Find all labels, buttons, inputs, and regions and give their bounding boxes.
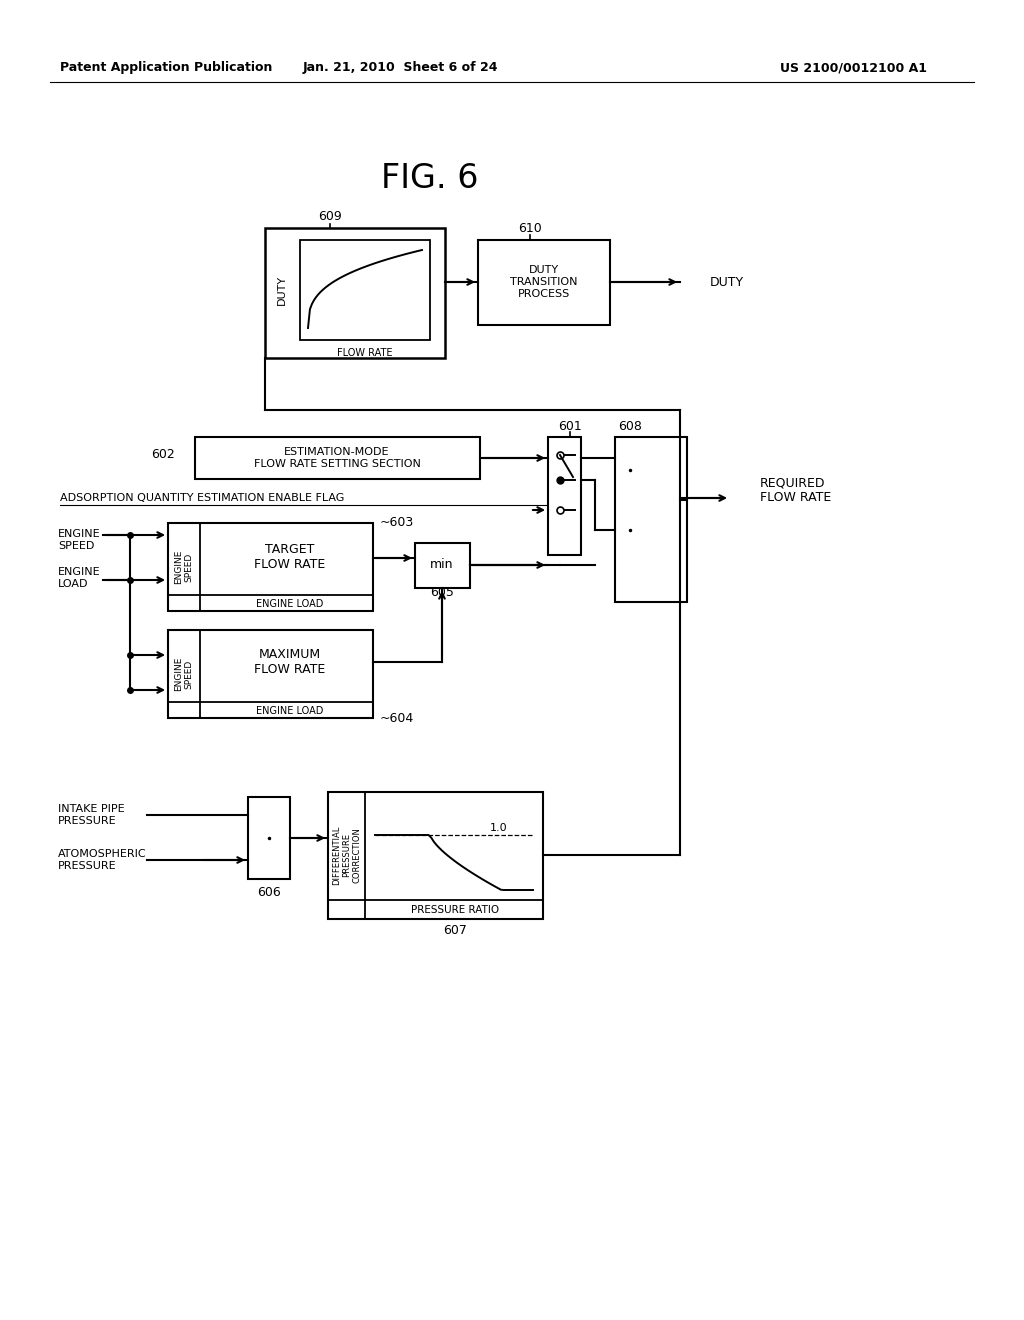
Bar [328, 792, 543, 919]
Text: ADSORPTION QUANTITY ESTIMATION ENABLE FLAG: ADSORPTION QUANTITY ESTIMATION ENABLE FL… [60, 492, 344, 503]
Text: DIFFERENTIAL
PRESSURE
CORRECTION: DIFFERENTIAL PRESSURE CORRECTION [332, 825, 361, 884]
Text: 608: 608 [618, 420, 642, 433]
Text: ENGINE
SPEED: ENGINE SPEED [174, 657, 194, 692]
Text: ENGINE LOAD: ENGINE LOAD [256, 706, 324, 715]
Text: US 2100/0012100 A1: US 2100/0012100 A1 [780, 62, 927, 74]
Text: ESTIMATION-MODE
FLOW RATE SETTING SECTION: ESTIMATION-MODE FLOW RATE SETTING SECTIO… [254, 447, 421, 469]
Bar [265, 228, 445, 358]
Text: 1.0: 1.0 [490, 822, 508, 833]
Text: Jan. 21, 2010  Sheet 6 of 24: Jan. 21, 2010 Sheet 6 of 24 [302, 62, 498, 74]
Bar [168, 630, 373, 718]
Bar [548, 437, 581, 554]
Text: REQUIRED
FLOW RATE: REQUIRED FLOW RATE [760, 477, 831, 504]
Bar [615, 437, 687, 602]
Text: Patent Application Publication: Patent Application Publication [60, 62, 272, 74]
Text: ENGINE
SPEED: ENGINE SPEED [58, 529, 100, 550]
Text: INTAKE PIPE
PRESSURE: INTAKE PIPE PRESSURE [58, 804, 125, 826]
Text: FLOW RATE: FLOW RATE [337, 348, 393, 358]
Text: PRESSURE RATIO: PRESSURE RATIO [411, 906, 499, 915]
Text: DUTY: DUTY [710, 276, 744, 289]
Text: 610: 610 [518, 223, 542, 235]
Text: 601: 601 [558, 420, 582, 433]
Text: TARGET
FLOW RATE: TARGET FLOW RATE [254, 543, 326, 572]
Bar [248, 797, 290, 879]
Text: ENGINE
LOAD: ENGINE LOAD [58, 568, 100, 589]
Bar [168, 523, 373, 611]
Bar [195, 437, 480, 479]
Text: 607: 607 [443, 924, 467, 936]
Text: ~603: ~603 [380, 516, 415, 529]
Text: 609: 609 [318, 210, 342, 223]
Text: ENGINE LOAD: ENGINE LOAD [256, 599, 324, 609]
Text: min: min [430, 558, 454, 572]
Text: FIG. 6: FIG. 6 [381, 161, 479, 194]
Bar [478, 240, 610, 325]
Text: 602: 602 [152, 449, 175, 462]
Text: ATOMOSPHERIC
PRESSURE: ATOMOSPHERIC PRESSURE [58, 849, 146, 871]
Text: DUTY: DUTY [278, 275, 287, 305]
Text: ENGINE
SPEED: ENGINE SPEED [174, 550, 194, 585]
Bar [300, 240, 430, 341]
Text: ~604: ~604 [380, 711, 415, 725]
Bar [415, 543, 470, 587]
Text: 605: 605 [430, 586, 454, 598]
Text: 606: 606 [257, 886, 281, 899]
Text: MAXIMUM
FLOW RATE: MAXIMUM FLOW RATE [254, 648, 326, 676]
Text: DUTY
TRANSITION
PROCESS: DUTY TRANSITION PROCESS [510, 265, 578, 298]
